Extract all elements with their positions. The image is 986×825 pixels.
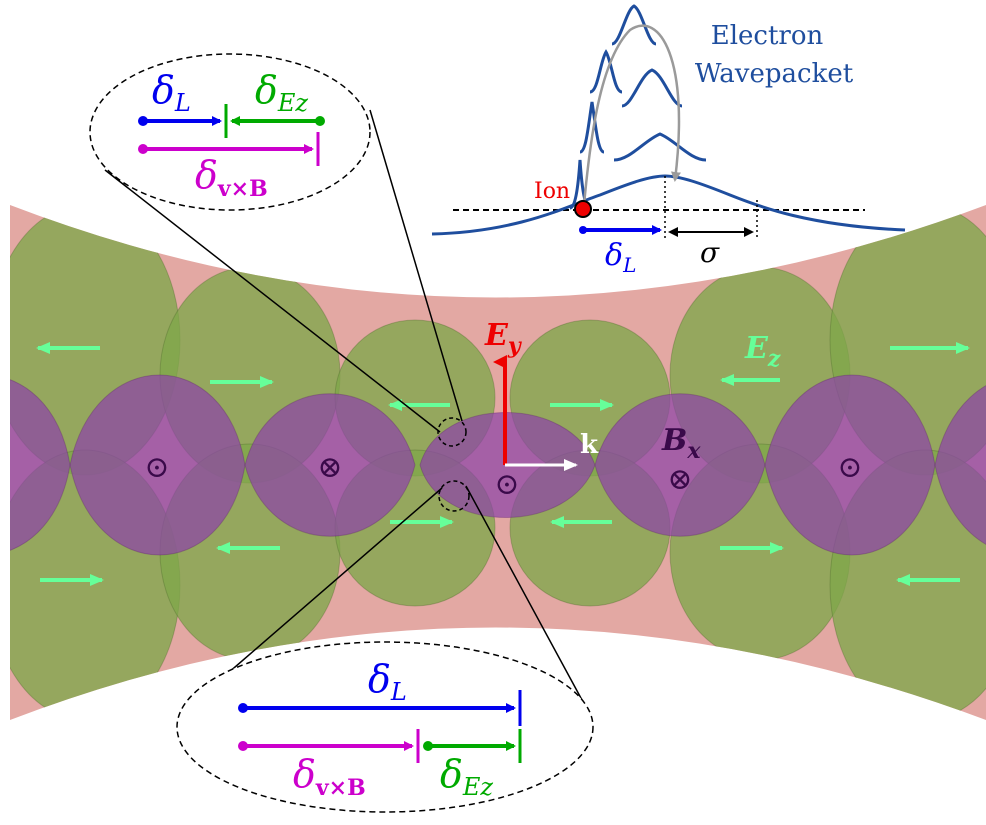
b-out-of-page-symbol: ⊙ [837, 450, 862, 485]
delta-l-label-upper: δL [152, 68, 191, 117]
purple-lobe [244, 393, 416, 537]
purple-lobe [934, 374, 986, 556]
ez-label: Ez [744, 331, 781, 372]
wavepacket-trajectory [582, 24, 681, 206]
wavepacket-step [621, 68, 683, 108]
zoom-node-lower [438, 480, 470, 512]
bx-label: Bx [661, 423, 701, 464]
electron-wavepacket-title-2: Wavepacket [695, 59, 854, 89]
b-out-of-page-symbol: ⊙ [494, 467, 519, 502]
zoom-lines [104, 109, 583, 701]
delta-l-label-inset: δL [605, 238, 636, 277]
delta-ez-label-upper: δEz [255, 68, 308, 117]
electron-wavepacket-title: Electron [711, 21, 824, 51]
sigma-label: σ [700, 236, 720, 269]
upper-zoom-content: δL δEz δv×B [138, 68, 325, 202]
k-label: k [580, 430, 599, 460]
delta-l-label-lower: δL [368, 657, 407, 706]
delta-vxb-label-upper: δv×B [195, 153, 268, 202]
b-out-of-page-symbol: ⊙ [144, 450, 169, 485]
wavepacket-step [613, 132, 707, 162]
bx-symbols: ⊙ ⊗ ⊙ ⊗ ⊙ [144, 450, 862, 502]
delta-vxb-label-lower: δv×B [293, 752, 366, 801]
ion-marker [574, 200, 592, 218]
ey-label: Ey [484, 318, 523, 359]
ez-field-arrows [36, 342, 970, 586]
wavepacket-step [579, 101, 605, 154]
wavepacket-step [611, 4, 657, 46]
ion-label: Ion [534, 179, 570, 204]
purple-lobe [10, 374, 71, 556]
wavepacket-step [589, 49, 623, 94]
final-wavepacket [431, 174, 906, 236]
delta-ez-label-lower: δEz [440, 752, 493, 801]
wavepacket-inset: Ion δL σ Electron Wavepacket [431, 4, 906, 277]
b-into-page-symbol: ⊗ [667, 462, 692, 497]
zoom-node-upper [437, 417, 467, 447]
lower-zoom-content: δL δv×B δEz [238, 657, 522, 801]
lower-zoom-ellipse [176, 641, 594, 813]
upper-zoom-ellipse [89, 53, 371, 211]
field-lobes [10, 205, 986, 720]
b-into-page-symbol: ⊗ [317, 450, 342, 485]
